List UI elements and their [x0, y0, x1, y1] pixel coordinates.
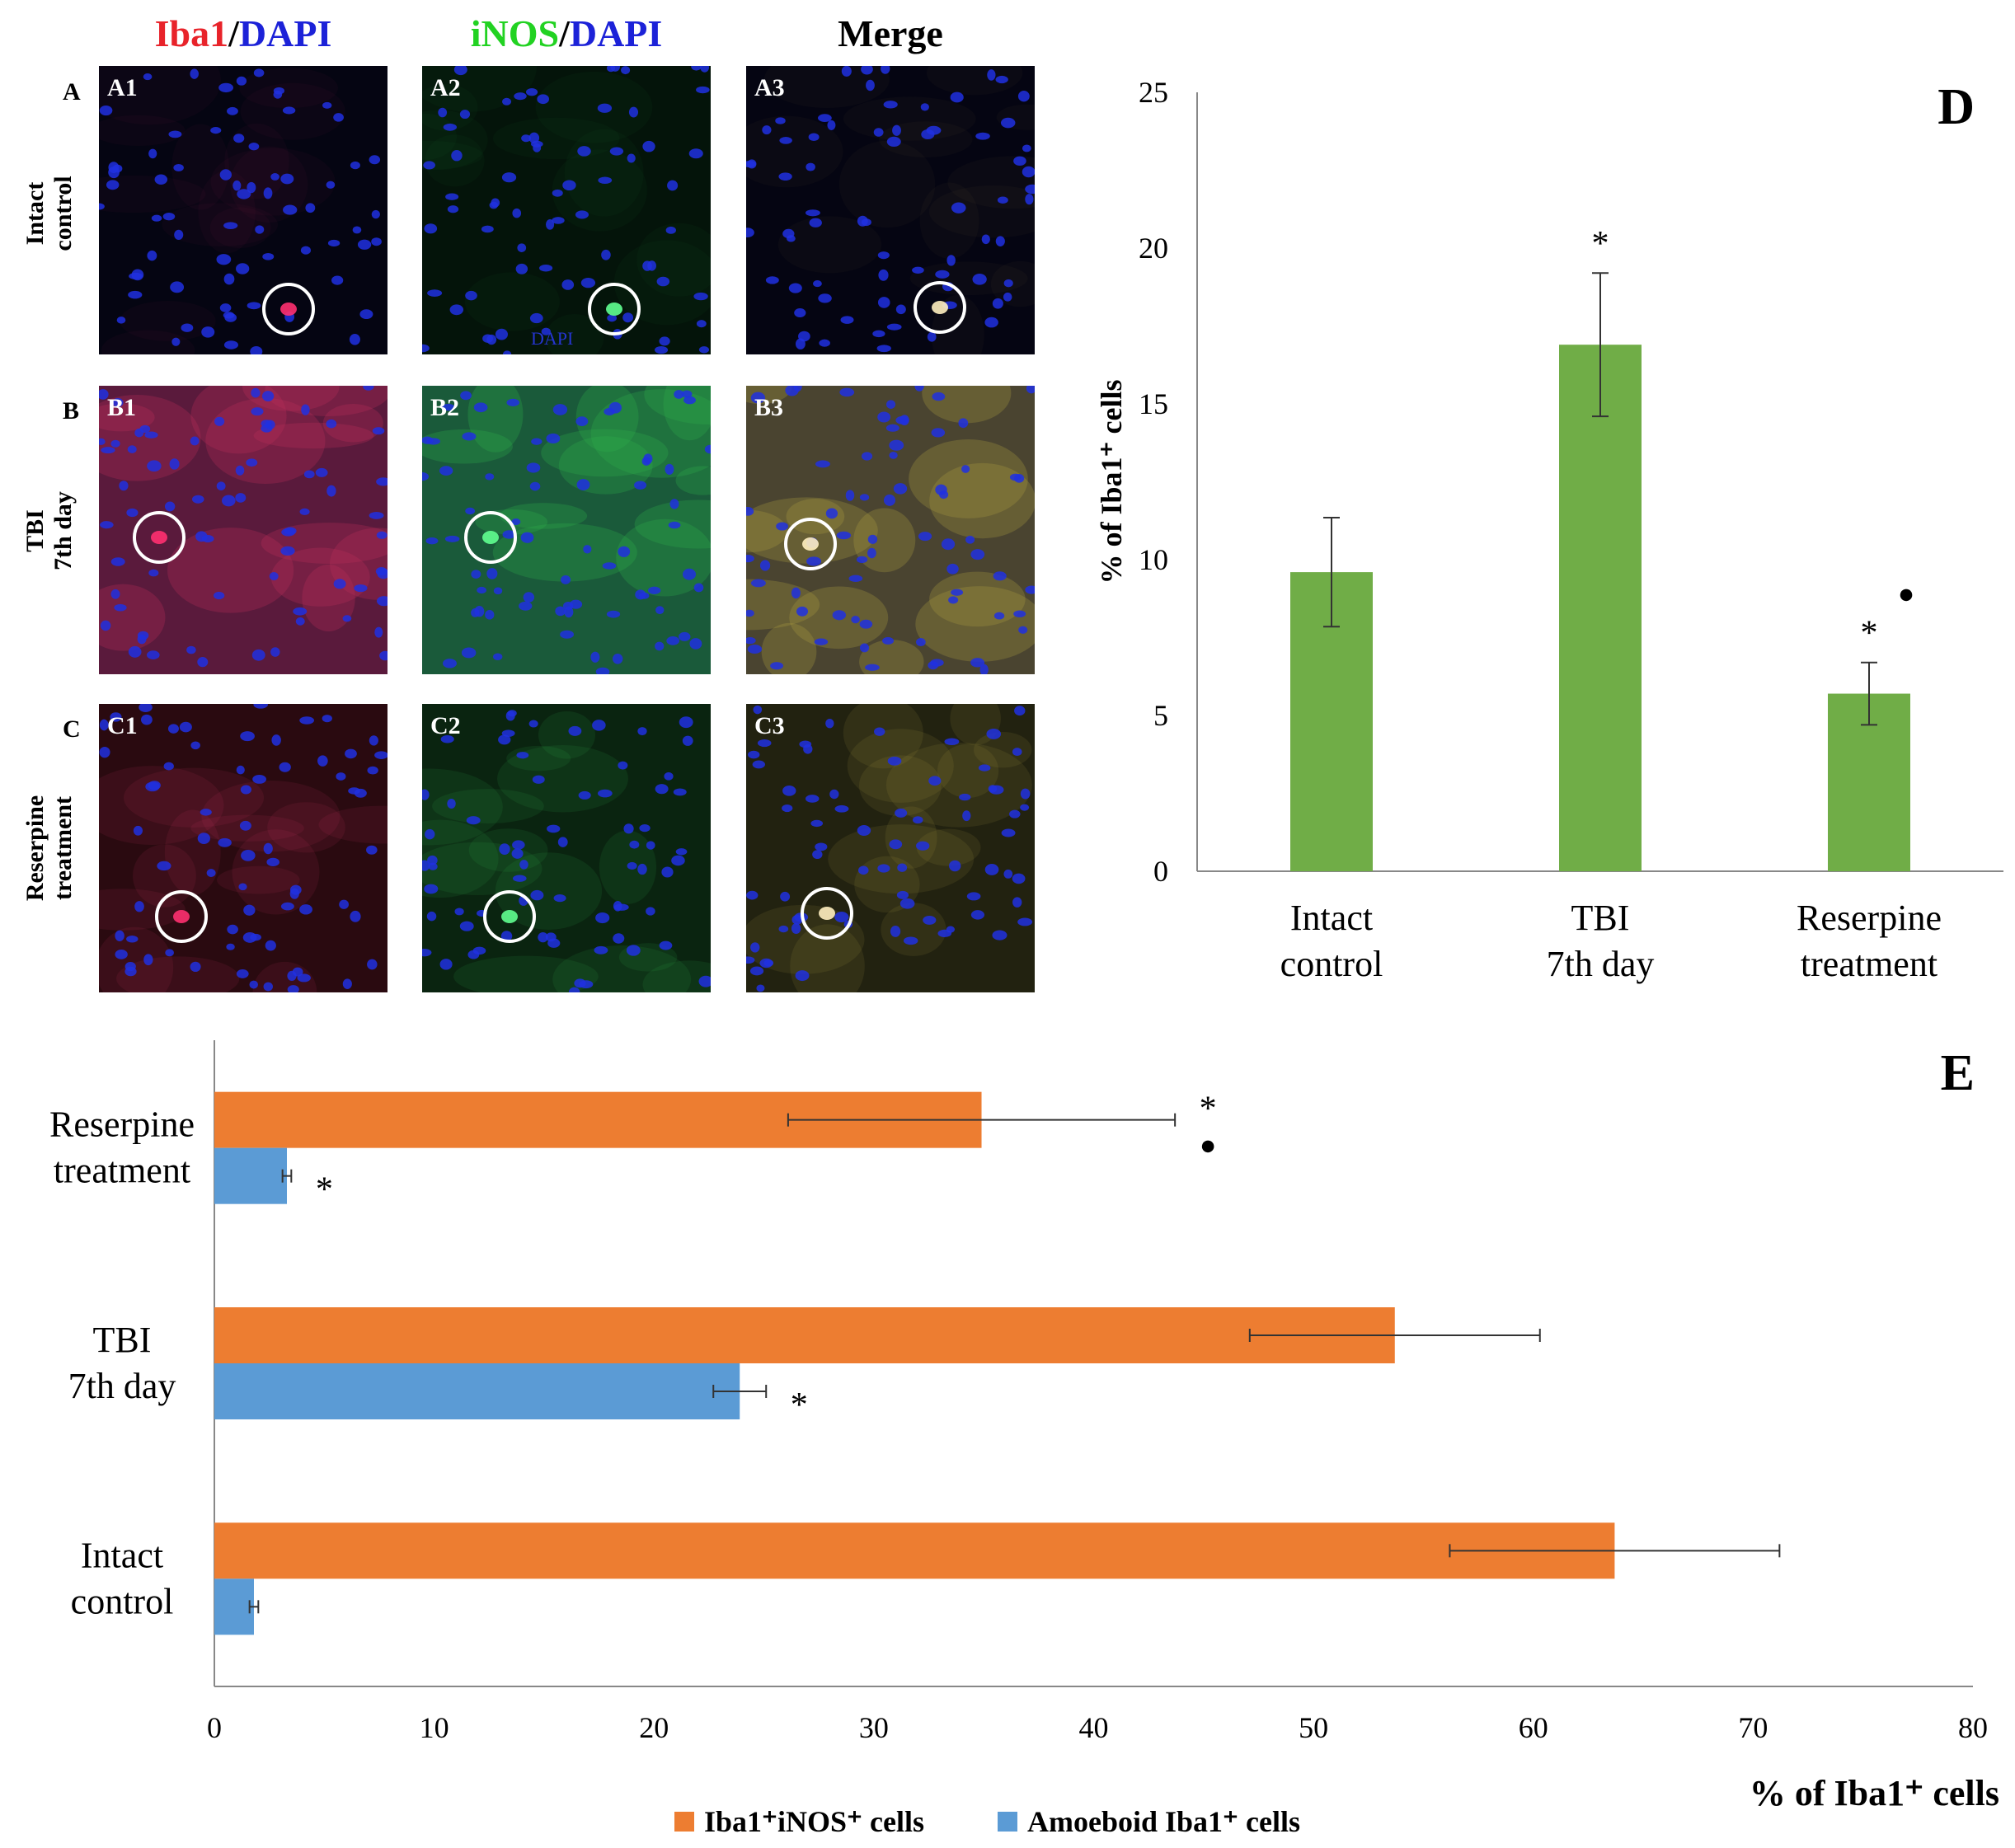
chart-d-significance-dot: ● [1898, 579, 1915, 610]
chart-e-bar [214, 1147, 287, 1204]
chart-d-category-label: TBI [1571, 898, 1630, 938]
chart-d-ylabel: % of Iba1⁺ cells [1095, 380, 1128, 584]
row-letter-c: C [63, 715, 81, 743]
header-inos-dapi: iNOS/DAPI [470, 12, 663, 54]
micrograph-label: C2 [430, 712, 461, 739]
chart-e-category-label: treatment [54, 1151, 190, 1191]
micrograph-a1: A1 [99, 66, 388, 354]
micrograph-label: A1 [107, 74, 138, 101]
chart-e-legend-label: Amoeboid Iba1⁺ cells [1027, 1805, 1300, 1838]
chart-d-ytick-label: 20 [1139, 232, 1168, 265]
chart-e-category-label: 7th day [68, 1366, 176, 1406]
chart-d-ytick-label: 10 [1139, 543, 1168, 576]
chart-d-significance-star: * [1861, 615, 1878, 653]
chart-d-category-label: 7th day [1547, 944, 1655, 984]
micrograph-label: B2 [430, 394, 460, 421]
chart-d-panel-letter: D [1938, 79, 1975, 135]
chart-e-bar [214, 1091, 982, 1148]
micrograph-b1: B1 [99, 386, 388, 674]
highlight-circle [784, 518, 837, 570]
micrograph-label: C1 [107, 712, 138, 739]
micrograph-label: B3 [754, 394, 784, 421]
chart-e-xtick-label: 60 [1519, 1711, 1548, 1744]
chart-e-xtick-label: 20 [639, 1711, 669, 1744]
chart-e-bar [214, 1363, 740, 1419]
chart-e-xtick-label: 30 [859, 1711, 889, 1744]
chart-e-xlabel: % of Iba1⁺ cells [1750, 1773, 1999, 1813]
micrograph-b3: B3 [746, 386, 1035, 674]
chart-e-significance-star: * [316, 1171, 333, 1209]
chart-e-legend-swatch [674, 1812, 694, 1832]
micrograph-label: A2 [430, 74, 461, 101]
chart-d-category-label: Intact [1290, 898, 1373, 938]
chart-e-xtick-label: 50 [1299, 1711, 1328, 1744]
micrograph-a3: A3 [746, 66, 1035, 354]
chart-d-category-label: treatment [1801, 944, 1938, 984]
chart-d-category-label: control [1280, 944, 1383, 984]
chart-e-category-label: TBI [93, 1320, 152, 1360]
highlight-circle [588, 283, 641, 335]
chart-d-ytick-label: 5 [1153, 699, 1168, 732]
chart-e-bar [214, 1522, 1615, 1579]
chart-d-ytick-label: 0 [1153, 855, 1168, 888]
highlight-circle [914, 281, 966, 334]
micrograph-b2: B2 [422, 386, 711, 674]
chart-e-legend-label: Iba1⁺iNOS⁺ cells [704, 1805, 924, 1838]
micrograph-label: C3 [754, 712, 785, 739]
highlight-circle [262, 283, 315, 335]
chart-d: 0 5 10 15 20 25 % of Iba1⁺ cells Intact control T… [1095, 76, 2003, 984]
header-iba1-dapi: Iba1/DAPI [154, 12, 332, 54]
chart-e-panel-letter: E [1941, 1045, 1975, 1101]
row-letter-a: A [63, 78, 81, 106]
chart-e-xtick-label: 80 [1958, 1711, 1988, 1744]
micrograph-label: A3 [754, 74, 785, 101]
chart-e-bar [214, 1307, 1395, 1363]
chart-e-category-label: control [71, 1581, 174, 1621]
chart-e-category-label: Reserpine [49, 1105, 195, 1145]
chart-e-xtick-label: 70 [1738, 1711, 1768, 1744]
micrograph-c3: C3 [746, 704, 1035, 992]
chart-e-significance-star: * [1200, 1091, 1217, 1128]
micrograph-a2: A2 DAPI [422, 66, 711, 354]
highlight-circle [155, 890, 208, 943]
chart-e-legend-swatch [998, 1812, 1017, 1832]
chart-d-category-label: Reserpine [1797, 898, 1942, 938]
chart-e-significance-dot: ● [1200, 1131, 1217, 1161]
micrograph-label: B1 [107, 394, 137, 421]
chart-e-bar [214, 1578, 254, 1635]
chart-e-xtick-label: 10 [420, 1711, 449, 1744]
chart-d-ytick-label: 15 [1139, 387, 1168, 420]
micrograph-c2: C2 [422, 704, 711, 992]
chart-d-ytick-label: 25 [1139, 76, 1168, 109]
highlight-circle [133, 511, 186, 564]
highlight-circle [483, 890, 536, 943]
chart-e-xtick-label: 40 [1079, 1711, 1109, 1744]
highlight-circle [801, 887, 853, 940]
micrograph-c1: C1 [99, 704, 388, 992]
chart-e-category-label: Intact [81, 1535, 163, 1575]
chart-d-bar [1559, 345, 1642, 871]
chart-e-xtick-label: 0 [207, 1711, 222, 1744]
chart-d-significance-star: * [1592, 225, 1609, 263]
chart-e-significance-star: * [791, 1386, 808, 1424]
row-letter-b: B [63, 397, 80, 424]
highlight-circle [464, 511, 517, 564]
header-merge: Merge [838, 12, 943, 54]
inset-dapi-text: DAPI [531, 328, 574, 349]
